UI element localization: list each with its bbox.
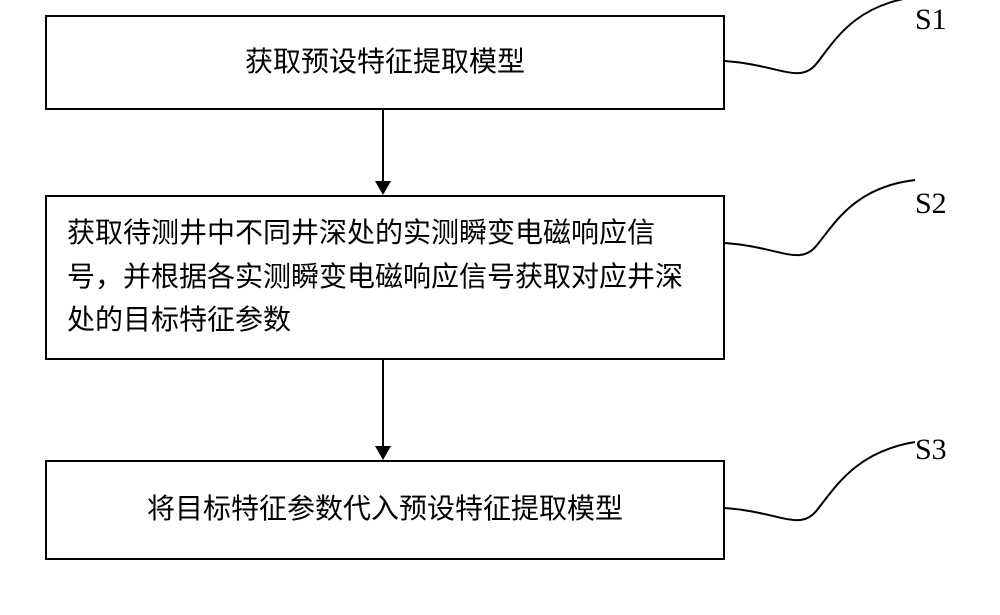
step-text-s3: 将目标特征参数代入预设特征提取模型 [147, 488, 623, 531]
arrow-s1-s2 [375, 181, 391, 195]
connector-s2-s3 [382, 360, 384, 446]
connector-s1-s2 [382, 110, 384, 181]
step-box-s2: 获取待测井中不同井深处的实测瞬变电磁响应信号，并根据各实测瞬变电磁响应信号获取对… [45, 195, 725, 360]
flowchart-container: 获取预设特征提取模型 S1 获取待测井中不同井深处的实测瞬变电磁响应信号，并根据… [45, 15, 955, 600]
arrow-s2-s3 [375, 446, 391, 460]
callout-curve-s1 [725, 15, 925, 95]
callout-curve-s2 [725, 195, 925, 275]
step-box-s3: 将目标特征参数代入预设特征提取模型 [45, 460, 725, 560]
step-label-s2: S2 [915, 187, 947, 221]
step-label-s3: S3 [915, 433, 947, 467]
step-label-s1: S1 [915, 3, 947, 37]
callout-curve-s3 [725, 460, 925, 540]
step-box-s1: 获取预设特征提取模型 [45, 15, 725, 110]
step-text-s2: 获取待测井中不同井深处的实测瞬变电磁响应信号，并根据各实测瞬变电磁响应信号获取对… [67, 212, 703, 342]
step-text-s1: 获取预设特征提取模型 [245, 41, 525, 84]
